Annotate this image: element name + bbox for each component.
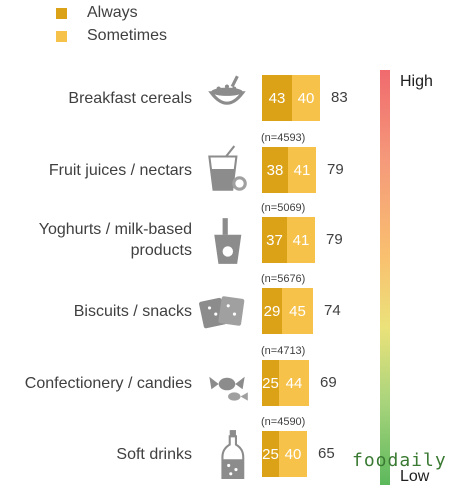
sample-size-label: (n=4590): [261, 416, 306, 428]
category-label: Confectionery / candies: [24, 374, 192, 392]
legend-label-sometimes: Sometimes: [87, 27, 168, 44]
category-label: Soft drinks: [116, 445, 192, 463]
candies-icon: [209, 376, 248, 401]
category-label: Biscuits / snacks: [73, 302, 192, 320]
sample-size-label: (n=5676): [261, 273, 306, 285]
bar-segment-always: 43: [262, 75, 292, 121]
sample-size-label: (n=4713): [261, 345, 306, 357]
bar-segment-sometimes: 45: [282, 288, 313, 334]
yoghurt-cup-icon: [214, 218, 242, 264]
legend-swatch-always: [56, 7, 67, 19]
legend-item-always: Always: [56, 4, 138, 22]
sample-size-label: (n=5069): [261, 202, 306, 214]
bar-segment-sometimes: 41: [287, 217, 315, 263]
bar-segment-always: 37: [262, 217, 287, 263]
category-label: Breakfast cereals: [68, 89, 192, 107]
bar-segment-always: 25: [262, 431, 279, 477]
legend-swatch-sometimes: [56, 30, 67, 42]
total-value-label: 83: [331, 89, 348, 106]
total-value-label: 69: [320, 374, 337, 391]
legend-label-always: Always: [87, 4, 138, 21]
bar-segment-sometimes: 40: [292, 75, 320, 121]
total-value-label: 65: [318, 445, 335, 462]
category-label: Fruit juices / nectars: [48, 161, 192, 179]
bar-segment-sometimes: 40: [279, 431, 307, 477]
scale-low-label: Low: [400, 468, 430, 485]
bar-segment-always: 25: [262, 360, 279, 406]
bar-segment-sometimes: 41: [288, 147, 316, 193]
scale-high-label: High: [400, 73, 433, 90]
bar-segment-sometimes: 44: [279, 360, 309, 406]
juice-glass-icon: [208, 145, 247, 191]
sample-size-label: (n=4593): [261, 132, 306, 144]
total-value-label: 79: [326, 231, 343, 248]
watermark-logo: foodaily: [352, 450, 447, 471]
total-value-label: 74: [324, 302, 341, 319]
bar-segment-always: 29: [262, 288, 282, 334]
soda-bottle-icon: [221, 430, 245, 479]
bar-segment-always: 38: [262, 147, 288, 193]
category-label: Yoghurts / milk-based products: [38, 221, 192, 259]
total-value-label: 79: [327, 161, 344, 178]
color-scale-bar: [380, 70, 390, 485]
biscuits-icon: [199, 296, 245, 329]
cereal-bowl-icon: [208, 75, 246, 105]
legend-item-sometimes: Sometimes: [56, 27, 167, 45]
